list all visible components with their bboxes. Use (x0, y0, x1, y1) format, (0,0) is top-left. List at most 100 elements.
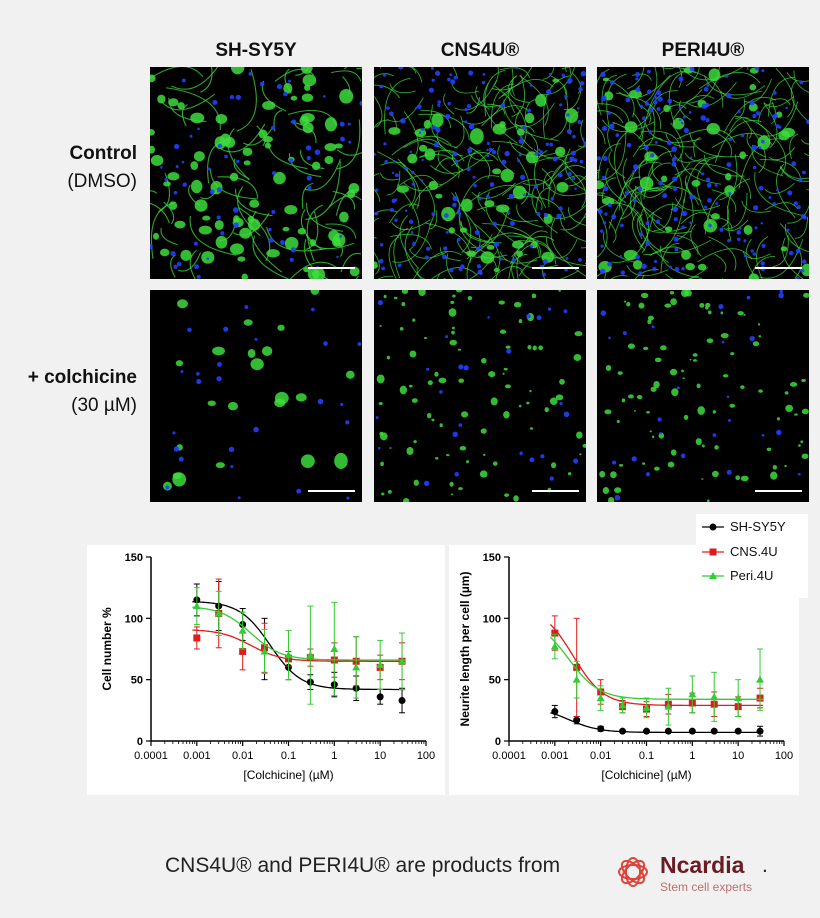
row-header-control: Control (DMSO) (0, 140, 137, 196)
legend-markers (702, 523, 724, 579)
nucleus (432, 125, 437, 130)
cell-body (564, 108, 579, 124)
nucleus (746, 295, 751, 300)
microscopy-cns-control (374, 67, 586, 279)
nucleus (268, 237, 274, 243)
data-point-peri (376, 660, 385, 668)
neurite-fiber (553, 238, 578, 259)
nucleus (795, 276, 800, 279)
neurite-fiber (237, 186, 261, 237)
cell-body (651, 435, 655, 439)
nucleus (291, 119, 297, 125)
nucleus (705, 118, 710, 123)
nucleus (577, 119, 582, 125)
cell-body (664, 226, 673, 232)
cell-body (339, 211, 349, 223)
y-tick-label: 0 (137, 736, 143, 748)
cell-body (623, 300, 627, 303)
cell-body (654, 466, 660, 471)
nucleus (655, 219, 661, 225)
cell-body (633, 410, 636, 412)
neurite-length-chart: 0 50 100 150 0.0001 0.001 0.01 0.1 1 10 100 [Colchi… (458, 552, 793, 782)
cell-body (663, 104, 671, 113)
neurite-fiber (374, 73, 394, 79)
cell-body (740, 385, 745, 389)
neurite-fiber (374, 173, 380, 177)
nucleus (563, 309, 568, 314)
nucleus (600, 244, 604, 248)
nucleus (754, 226, 758, 230)
neurite-fiber (745, 238, 759, 279)
cell-body (262, 100, 276, 110)
nucleus (228, 446, 235, 453)
cell-body (597, 180, 605, 190)
cell-body (449, 481, 454, 487)
nucleus (391, 171, 395, 175)
nucleus (632, 198, 637, 203)
nucleus (534, 151, 539, 156)
nucleus (230, 464, 234, 469)
neurite-fiber (723, 219, 749, 232)
cell-body (159, 248, 170, 257)
data-point-peri (284, 651, 293, 659)
cell-body (426, 412, 432, 419)
neurite-fiber (233, 158, 250, 180)
nucleus (244, 305, 249, 309)
neurite-fiber (631, 211, 646, 251)
cell-body (297, 228, 307, 235)
nucleus (235, 94, 241, 100)
neurite-fiber (515, 111, 534, 150)
data-point-peri (330, 645, 339, 652)
nucleus (758, 185, 764, 191)
cell-body (168, 98, 179, 107)
neurite-fiber (742, 118, 752, 139)
cell-body (535, 93, 547, 107)
nucleus (707, 198, 712, 203)
data-point-peri (352, 663, 361, 671)
nucleus (220, 231, 225, 236)
nucleus (797, 472, 801, 476)
neurite-fiber (653, 202, 674, 231)
cell-body (794, 413, 798, 416)
nucleus (644, 101, 649, 106)
cell-body (396, 185, 409, 193)
cell-body (250, 358, 264, 371)
data-point-sh (573, 716, 581, 724)
cell-body (274, 398, 286, 408)
neurite-fiber (377, 275, 394, 279)
column-header-sh-sy5y: SH-SY5Y (215, 40, 297, 61)
neurite-fiber (743, 78, 772, 103)
neurite-fiber (660, 242, 680, 273)
nucleus (232, 207, 239, 213)
cell-body (324, 155, 334, 165)
cell-body (632, 260, 643, 270)
neurite-fiber (603, 232, 637, 263)
neurite-fiber (420, 109, 452, 129)
neurite-fiber (803, 152, 809, 157)
cell-body (150, 129, 155, 136)
row-sublabel-concentration: (30 µM) (71, 395, 137, 416)
cell-body (428, 180, 439, 190)
nucleus (431, 212, 436, 217)
nucleus (761, 433, 765, 437)
nucleus (391, 198, 397, 204)
nucleus (501, 159, 507, 165)
nucleus (550, 197, 554, 201)
neurite-fiber (490, 83, 515, 129)
nucleus (619, 255, 623, 258)
footer-text: CNS4U® and PERI4U® are products from (165, 854, 561, 877)
neurite-fiber (491, 266, 523, 279)
nucleus (529, 83, 533, 87)
nucleus (323, 341, 328, 346)
nucleus (719, 227, 724, 232)
cell-body (573, 353, 582, 362)
nucleus (706, 84, 709, 87)
cell-body (647, 315, 654, 321)
cell-body (393, 296, 398, 300)
neurite-fiber (643, 198, 685, 256)
cell-body (345, 370, 355, 379)
cell-body (284, 205, 298, 215)
neurite-fiber (806, 189, 809, 191)
nucleus (534, 184, 539, 189)
data-point-peri (734, 694, 743, 702)
